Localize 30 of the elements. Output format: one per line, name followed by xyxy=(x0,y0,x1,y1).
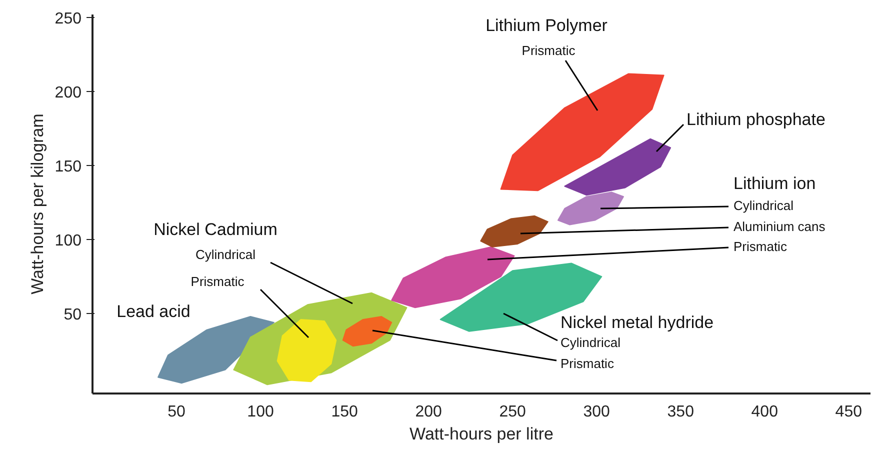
x-axis-title: Watt-hours per litre xyxy=(410,424,554,444)
y-axis-title: Watt-hours per kilogram xyxy=(28,114,47,294)
x-tick-label: 150 xyxy=(331,404,358,420)
y-tick-label: 250 xyxy=(54,10,82,28)
annotation: Cylindrical xyxy=(560,335,621,350)
x-tick-label: 250 xyxy=(499,404,526,420)
annotation: Nickel metal hydride xyxy=(560,313,714,332)
y-tick-label: 200 xyxy=(54,84,82,102)
annotation: Lithium phosphate xyxy=(686,110,826,129)
x-tick-label: 100 xyxy=(247,404,274,420)
x-tick-label: 350 xyxy=(667,404,694,420)
x-tick-label: 200 xyxy=(415,404,442,420)
annotation: Cylindrical xyxy=(734,198,794,213)
annotation: Prismatic xyxy=(522,43,576,58)
annotation: Cylindrical xyxy=(196,247,256,262)
y-tick-label: 150 xyxy=(54,158,82,176)
x-tick-label: 400 xyxy=(751,404,778,420)
x-tick-label: 50 xyxy=(168,404,186,420)
annotation: Lithium ion xyxy=(734,174,816,193)
annotation: Prismatic xyxy=(560,356,614,371)
annotation: Prismatic xyxy=(190,274,245,289)
annotation: Nickel Cadmium xyxy=(154,220,278,239)
y-tick-label: 50 xyxy=(64,306,82,324)
annotation: Prismatic xyxy=(734,239,788,254)
annotation: Lithium Polymer xyxy=(486,16,608,35)
y-tick-label: 100 xyxy=(54,232,82,250)
annotation: Aluminium cans xyxy=(734,219,826,234)
x-tick-label: 300 xyxy=(583,404,610,420)
x-tick-label: 450 xyxy=(835,404,862,420)
annotation: Lead acid xyxy=(116,302,190,321)
